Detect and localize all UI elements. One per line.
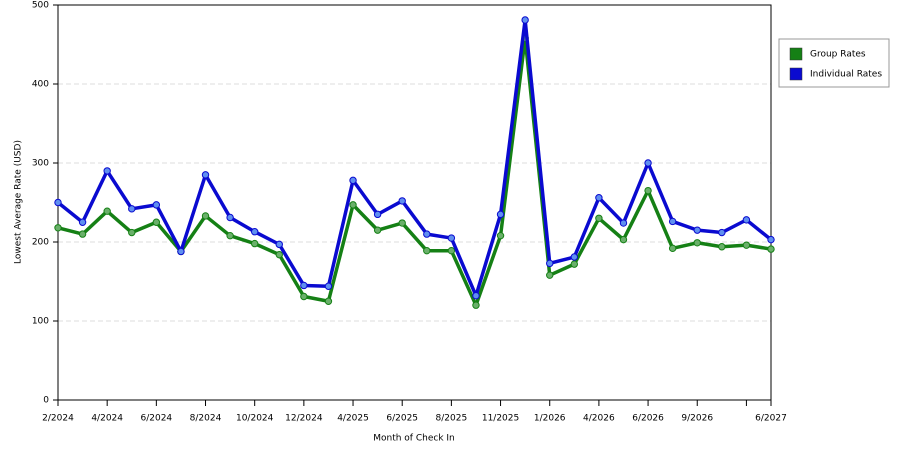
point [546, 259, 554, 268]
point [201, 212, 210, 220]
point [718, 243, 726, 251]
x-tick-label: 1/2026 [534, 414, 566, 424]
point [521, 16, 529, 24]
point [619, 235, 628, 244]
x-tick-label: 4/2024 [91, 414, 123, 424]
point [570, 260, 579, 268]
x-tick-label: 4/2025 [337, 414, 369, 424]
point [78, 230, 87, 238]
point [152, 201, 161, 209]
x-tick-label: 9/2026 [681, 414, 713, 424]
x-tick-label: 10/2024 [236, 414, 274, 424]
point [398, 197, 406, 205]
x-axis-label: Month of Check In [373, 434, 455, 444]
point [300, 281, 308, 290]
point [718, 228, 726, 237]
point [496, 210, 505, 219]
point [373, 226, 382, 234]
point [398, 219, 406, 227]
point [447, 234, 456, 242]
point [103, 167, 111, 175]
point [742, 241, 751, 249]
point [54, 224, 62, 232]
point [177, 247, 185, 256]
point [767, 235, 775, 244]
point [668, 244, 677, 253]
point [349, 176, 357, 185]
point [496, 231, 505, 240]
point [423, 230, 431, 238]
point [78, 218, 87, 226]
point [644, 186, 652, 195]
point [250, 228, 259, 236]
legend-swatch [789, 47, 803, 61]
x-tick-label: 2/2024 [42, 414, 74, 424]
y-tick-label: 0 [43, 396, 49, 406]
point [693, 239, 701, 247]
x-tick-label: 6/2025 [386, 414, 418, 424]
series-line [56, 18, 773, 298]
point [275, 240, 283, 249]
y-tick-label: 300 [32, 159, 49, 169]
point [275, 250, 283, 259]
point [324, 282, 333, 290]
point [226, 213, 234, 222]
y-axis-label: Lowest Average Rate (USD) [14, 140, 24, 264]
point [250, 239, 259, 248]
point [423, 246, 431, 255]
x-tick-label: 6/2027 [755, 414, 787, 424]
point [693, 226, 701, 234]
point [103, 207, 111, 215]
point [54, 198, 62, 207]
point [128, 205, 136, 213]
y-tick-label: 500 [32, 1, 49, 11]
point [324, 297, 333, 305]
x-tick-label: 8/2024 [190, 414, 222, 424]
x-tick-label: 12/2024 [285, 414, 323, 424]
legend-label: Group Rates [810, 50, 866, 60]
point [152, 218, 161, 226]
point [447, 246, 456, 255]
y-tick-label: 200 [32, 238, 49, 248]
point [472, 301, 480, 309]
point [226, 231, 234, 240]
x-tick-label: 4/2026 [583, 414, 615, 424]
point [546, 271, 554, 279]
y-tick-label: 400 [32, 80, 49, 90]
point [644, 159, 652, 167]
legend-swatch [789, 67, 803, 81]
point [595, 214, 603, 223]
x-tick-label: 6/2026 [632, 414, 664, 424]
x-tick-label: 8/2025 [436, 414, 468, 424]
point [742, 216, 751, 224]
x-tick-label: 11/2025 [482, 414, 519, 424]
point [668, 217, 677, 226]
point [472, 292, 480, 300]
point [619, 219, 628, 227]
point [349, 201, 357, 209]
x-tick-label: 6/2024 [141, 414, 173, 424]
point [300, 292, 308, 301]
point [570, 253, 579, 261]
legend-label: Individual Rates [810, 70, 882, 80]
point [595, 194, 603, 202]
point [373, 210, 382, 219]
point [128, 228, 136, 237]
point [767, 245, 775, 253]
point [201, 171, 210, 179]
y-tick-label: 100 [32, 317, 49, 327]
